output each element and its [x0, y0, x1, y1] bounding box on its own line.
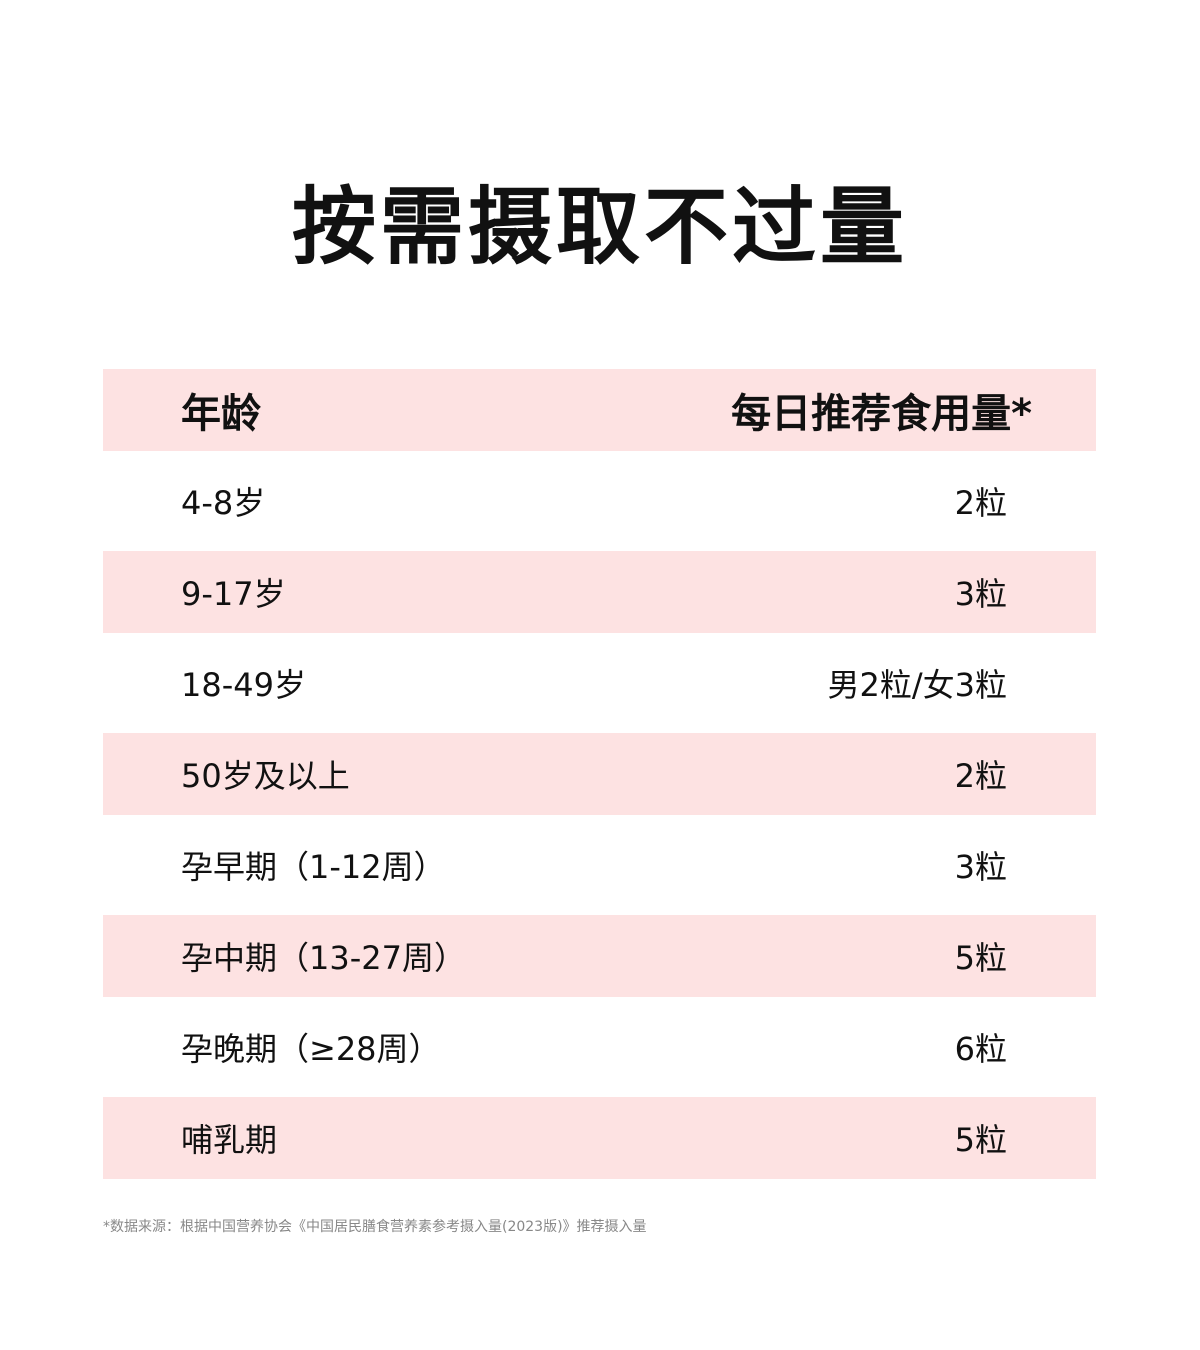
age-cell: 9-17岁 — [181, 575, 286, 613]
dose-cell: 男2粒/女3粒 — [827, 666, 1007, 704]
age-cell: 哺乳期 — [181, 1121, 278, 1159]
table-row: 孕晚期（≥28周） 6粒 — [103, 997, 1096, 1097]
header-dose: 每日推荐食用量* — [731, 391, 1032, 437]
age-cell: 4-8岁 — [181, 484, 266, 522]
dose-cell: 5粒 — [954, 939, 1007, 977]
age-cell: 18-49岁 — [181, 666, 306, 704]
dose-cell: 6粒 — [954, 1030, 1007, 1068]
dosage-table: 年龄 每日推荐食用量* 4-8岁 2粒 9-17岁 3粒 18-49岁 男2粒/女3粒… — [103, 369, 1096, 1179]
table-row: 4-8岁 2粒 — [103, 451, 1096, 551]
age-cell: 孕早期（1-12周） — [181, 848, 446, 886]
page-title: 按需摄取不过量 — [291, 178, 908, 276]
age-cell: 孕晚期（≥28周） — [181, 1030, 441, 1068]
table-row: 孕中期（13-27周） 5粒 — [103, 915, 1096, 997]
table-row: 哺乳期 5粒 — [103, 1097, 1096, 1179]
age-cell: 50岁及以上 — [181, 757, 350, 795]
table-row: 孕早期（1-12周） 3粒 — [103, 815, 1096, 915]
dose-cell: 2粒 — [954, 757, 1007, 795]
dose-cell: 3粒 — [954, 575, 1007, 613]
age-cell: 孕中期（13-27周） — [181, 939, 466, 977]
table-row: 9-17岁 3粒 — [103, 551, 1096, 633]
table-row: 50岁及以上 2粒 — [103, 733, 1096, 815]
dose-cell: 3粒 — [954, 848, 1007, 886]
table-header: 年龄 每日推荐食用量* — [103, 369, 1096, 451]
footnote: *数据来源：根据中国营养协会《中国居民膳食营养素参考摄入量(2023版)》推荐摄… — [103, 1219, 647, 1235]
dose-cell: 5粒 — [954, 1121, 1007, 1159]
header-age: 年龄 — [181, 391, 261, 437]
table-row: 18-49岁 男2粒/女3粒 — [103, 633, 1096, 733]
dose-cell: 2粒 — [954, 484, 1007, 522]
